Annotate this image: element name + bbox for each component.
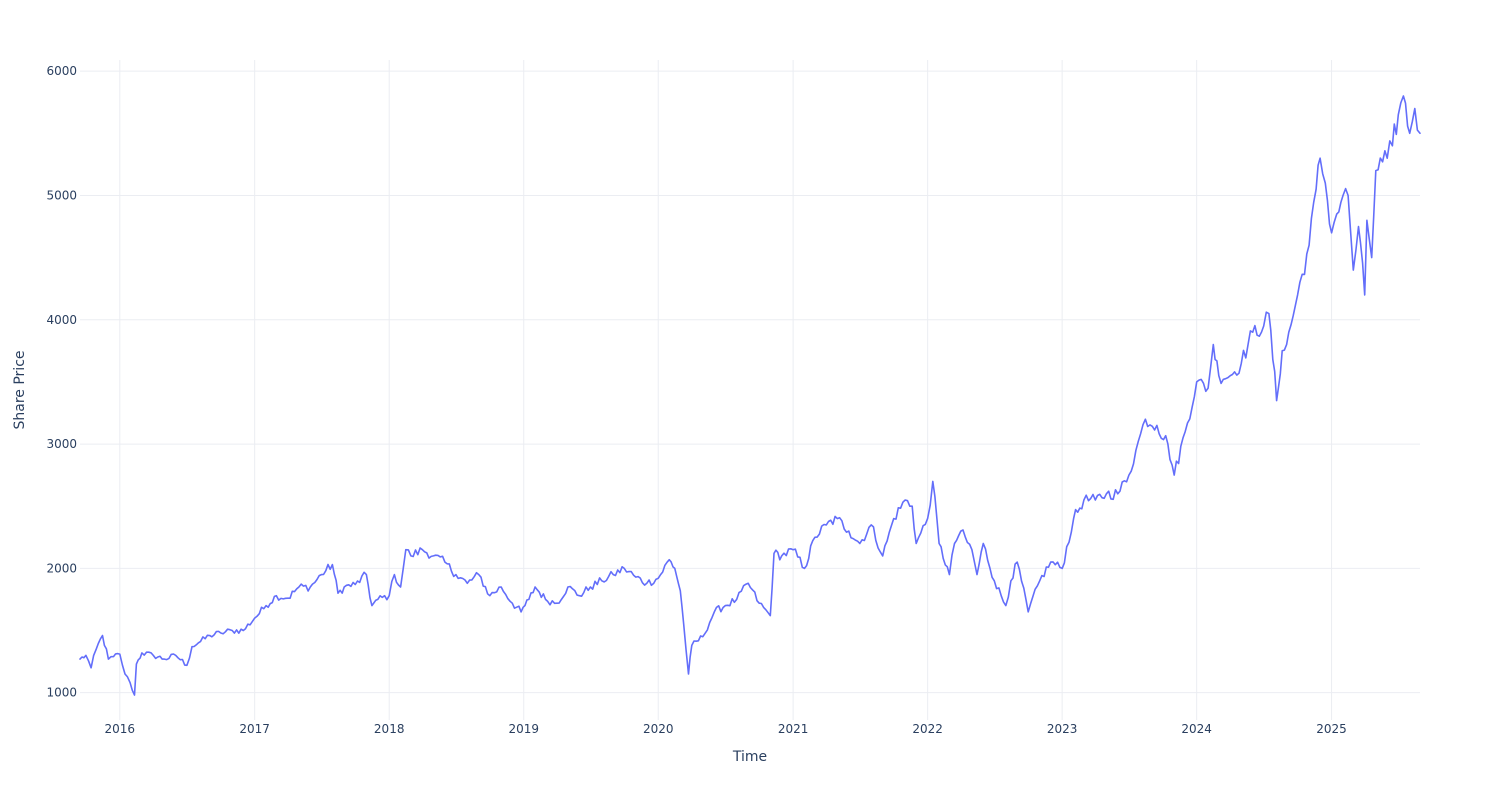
x-tick-label: 2019 <box>508 722 539 736</box>
x-axis-title: Time <box>732 749 767 765</box>
x-tick-label: 2024 <box>1181 722 1212 736</box>
x-tick-label: 2025 <box>1316 722 1347 736</box>
y-axis-title: Share Price <box>12 350 28 429</box>
x-tick-label: 2023 <box>1047 722 1078 736</box>
y-tick-label: 5000 <box>46 188 77 202</box>
x-tick-label: 2020 <box>643 722 674 736</box>
x-tick-label: 2016 <box>105 722 136 736</box>
y-tick-label: 4000 <box>46 313 77 327</box>
x-tick-label: 2022 <box>912 722 943 736</box>
y-axis-ticks: 1000 2000 3000 4000 5000 6000 <box>46 64 77 699</box>
y-tick-label: 1000 <box>46 686 77 700</box>
x-axis-ticks: 2016 2017 2018 2019 2020 2021 2022 2023 2024 2025 <box>105 722 1347 736</box>
y-tick-label: 6000 <box>46 64 77 78</box>
share-price-line <box>79 95 1421 696</box>
series-layer <box>79 95 1421 696</box>
x-tick-label: 2017 <box>239 722 270 736</box>
x-tick-label: 2018 <box>374 722 405 736</box>
grid-layer <box>80 60 1420 720</box>
y-tick-label: 3000 <box>46 437 77 451</box>
y-tick-label: 2000 <box>46 561 77 575</box>
x-tick-label: 2021 <box>778 722 809 736</box>
